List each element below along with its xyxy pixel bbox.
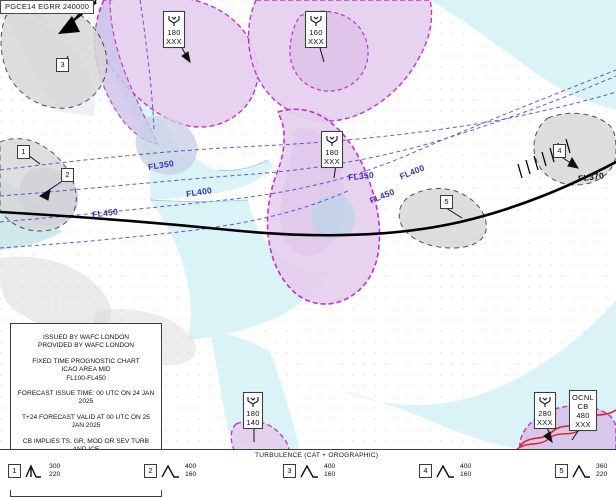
- cb-base-level: XXX: [166, 37, 182, 46]
- legend-levels-1: 300 220: [49, 463, 60, 478]
- legend-levels-3: 400 160: [324, 463, 335, 478]
- coastlines: [149, 159, 269, 202]
- issue-time-line: FORECAST ISSUE TIME: 00 UTC ON 24 JAN 20…: [17, 390, 155, 406]
- cb-symbol-icon: [324, 134, 340, 147]
- turbulence-legend-title: TURBULENCE (CAT + OROGRAPHIC): [255, 452, 379, 459]
- turbulence-legend-item-1[interactable]: 1 300 220: [8, 463, 60, 479]
- cb-label: CB: [577, 402, 589, 411]
- cb-symbol-icon: [308, 14, 324, 27]
- moderate-turbulence-icon: [572, 464, 590, 478]
- turbulence-legend-item-2[interactable]: 2 400 160: [144, 463, 196, 479]
- turbulence-marker-2[interactable]: 2: [61, 168, 74, 182]
- ocnl-label: OCNL: [572, 393, 595, 402]
- turbulence-legend-item-3[interactable]: 3 400 160: [283, 463, 335, 479]
- cb-base-level: 140: [246, 418, 260, 427]
- moderate-turbulence-icon: [300, 464, 318, 478]
- legend-base-1: 220: [49, 471, 61, 478]
- cb-base-level: XXX: [308, 37, 324, 46]
- legend-number-2: 2: [144, 464, 157, 478]
- turbulence-legend-bar: TURBULENCE (CAT + OROGRAPHIC) 1 300 220 …: [0, 449, 616, 490]
- cb-base-level: XXX: [324, 157, 340, 166]
- legend-base-5: 220: [596, 471, 608, 478]
- icao-area-line: ICAO AREA MID: [61, 366, 111, 374]
- turbulence-marker-1[interactable]: 1: [17, 145, 30, 159]
- legend-top-3: 400: [324, 463, 336, 471]
- legend-number-4: 4: [419, 464, 432, 478]
- legend-number-5: 5: [555, 464, 568, 478]
- issued-by-line: ISSUED BY WAFC LONDON: [42, 334, 130, 341]
- ocnl-top-level: 480: [576, 411, 590, 420]
- cb-top-level: 280: [538, 409, 552, 418]
- bulletin-id-label: PGCE14 EGRR 240000: [0, 0, 95, 14]
- moderate-turbulence-icon: [161, 464, 179, 478]
- turbulence-legend-item-5[interactable]: 5 360 220: [555, 463, 607, 479]
- severe-turbulence-icon: [25, 464, 41, 478]
- turbulence-marker-5[interactable]: 5: [440, 195, 453, 209]
- cb-box-1[interactable]: 180 XXX: [163, 11, 185, 48]
- cb-base-level: XXX: [537, 418, 553, 427]
- cb-box-4[interactable]: 180 140: [243, 392, 263, 429]
- legend-levels-5: 360 220: [596, 463, 607, 478]
- cb-top-level: 180: [325, 148, 339, 157]
- cb-top-level: 180: [167, 28, 181, 37]
- legend-number-1: 1: [8, 464, 21, 478]
- ocnl-cb-box[interactable]: OCNL CB 480 XXX: [569, 390, 598, 431]
- ocnl-base-level: XXX: [575, 420, 591, 429]
- legend-number-3: 3: [283, 464, 296, 478]
- turbulence-marker-3[interactable]: 3: [56, 58, 69, 72]
- legend-base-3: 160: [324, 471, 336, 478]
- provided-by-line: PROVIDED BY WAFC LONDON: [38, 342, 134, 350]
- legend-top-1: 300: [49, 463, 61, 471]
- legend-top-5: 360: [596, 463, 608, 471]
- turbulence-marker-4[interactable]: 4: [553, 144, 566, 158]
- cb-top-level: 180: [246, 409, 260, 418]
- level-range-line: FL100-FL450: [66, 374, 106, 382]
- cb-symbol-icon: [537, 395, 553, 408]
- chart-type-line: FIXED TIME PROGNOSTIC CHART: [32, 357, 140, 365]
- moderate-turbulence-icon: [436, 464, 454, 478]
- legend-base-2: 160: [185, 471, 197, 478]
- cb-box-2[interactable]: 160 XXX: [305, 11, 327, 48]
- map-layers: [0, 0, 616, 450]
- legend-levels-4: 400 160: [460, 463, 471, 478]
- legend-top-4: 400: [460, 463, 472, 471]
- cb-top-level: 160: [309, 28, 323, 37]
- cb-box-3[interactable]: 180 XXX: [321, 131, 343, 168]
- valid-time-line: T+24 FORECAST VALID AT 00 UTC ON 25 JAN …: [22, 413, 150, 430]
- legend-top-2: 400: [185, 463, 197, 471]
- cb-symbol-icon: [166, 14, 182, 27]
- turbulence-legend-item-4[interactable]: 4 400 160: [419, 463, 471, 479]
- legend-base-4: 160: [460, 471, 472, 478]
- cb-box-5[interactable]: 280 XXX: [534, 392, 556, 429]
- legend-levels-2: 400 160: [185, 463, 196, 478]
- cb-symbol-icon: [246, 395, 260, 408]
